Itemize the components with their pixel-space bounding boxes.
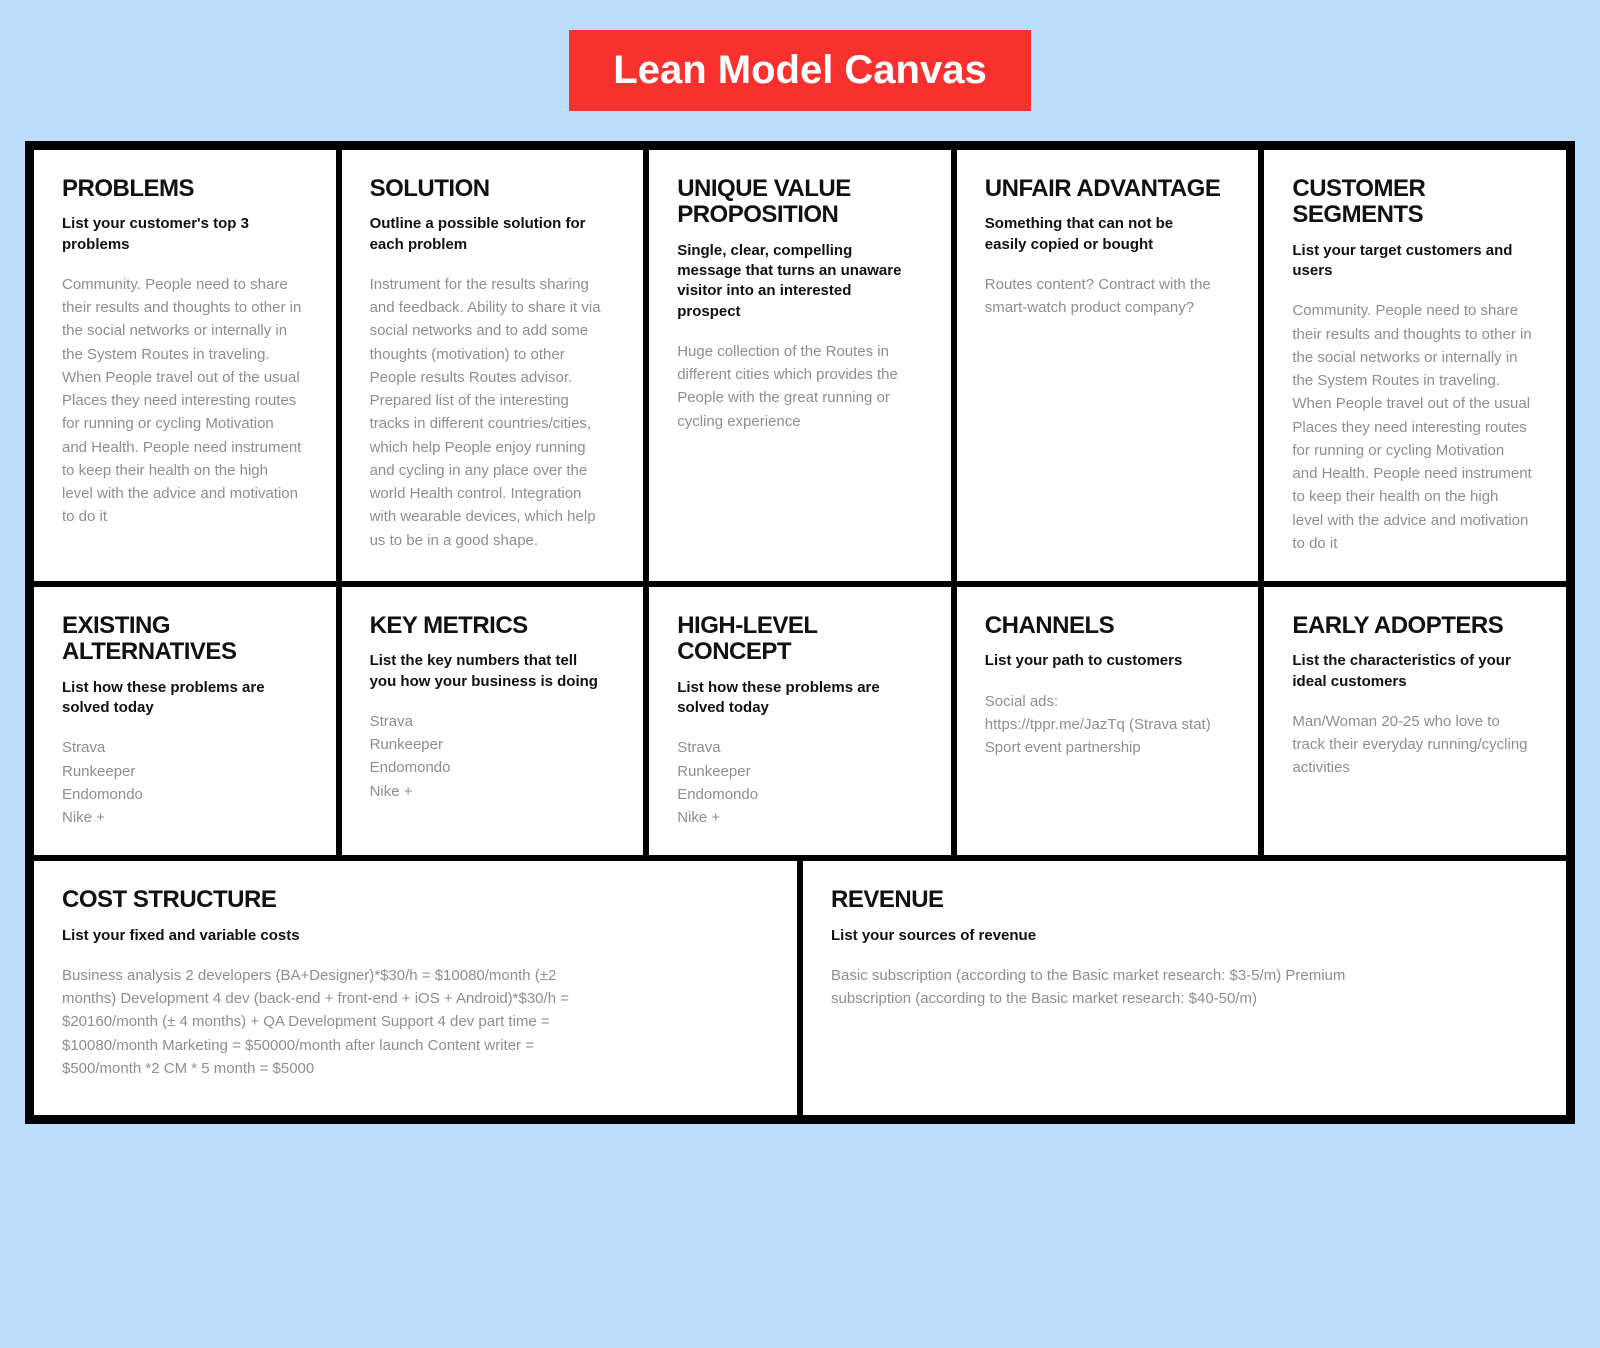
cell-adopters: EARLY ADOPTERS List the characteristics …: [1261, 584, 1569, 858]
body-revenue: Basic subscription (according to the Bas…: [831, 964, 1411, 1011]
cell-cost: COST STRUCTURE List your fixed and varia…: [31, 858, 800, 1118]
met-line-1: Runkeeper: [370, 733, 611, 756]
met-line-0: Strava: [370, 710, 611, 733]
sub-segments: List your target customers and users: [1292, 241, 1525, 282]
row-bottom: COST STRUCTURE List your fixed and varia…: [31, 858, 1569, 1118]
body-metrics: Strava Runkeeper Endomondo Nike +: [370, 710, 611, 803]
canvas-title: Lean Model Canvas: [569, 30, 1030, 111]
cell-solution: SOLUTION Outline a possible solution for…: [339, 147, 647, 584]
alt-line-0: Strava: [62, 736, 303, 759]
sub-cost: List your fixed and variable costs: [62, 926, 734, 946]
cell-uvp: UNIQUE VALUE PROPOSITION Single, clear, …: [646, 147, 954, 584]
title-wrap: Lean Model Canvas: [25, 30, 1575, 111]
lean-canvas: PROBLEMS List your customer's top 3 prob…: [25, 141, 1575, 1124]
row-top: PROBLEMS List your customer's top 3 prob…: [31, 147, 1569, 584]
cha-line-0: Social ads:: [985, 690, 1226, 713]
cha-line-2: Sport event partnership: [985, 736, 1226, 759]
con-line-1: Runkeeper: [677, 760, 918, 783]
alt-line-2: Endomondo: [62, 783, 303, 806]
body-problems: Community. People need to share their re…: [62, 273, 303, 529]
sub-concept: List how these problems are solved today: [677, 678, 910, 719]
body-uvp: Huge collection of the Routes in differe…: [677, 340, 918, 433]
sub-problems: List your customer's top 3 problems: [62, 214, 295, 255]
heading-channels: CHANNELS: [985, 613, 1231, 639]
body-adopters: Man/Woman 20-25 who love to track their …: [1292, 710, 1533, 780]
cell-alternatives: EXISTING ALTERNATIVES List how these pro…: [31, 584, 339, 858]
met-line-2: Endomondo: [370, 756, 611, 779]
cell-channels: CHANNELS List your path to customers Soc…: [954, 584, 1262, 858]
body-concept: Strava Runkeeper Endomondo Nike +: [677, 736, 918, 829]
cell-segments: CUSTOMER SEGMENTS List your target custo…: [1261, 147, 1569, 584]
heading-concept: HIGH-LEVEL CONCEPT: [677, 613, 923, 666]
body-solution: Instrument for the results sharing and f…: [370, 273, 611, 552]
heading-cost: COST STRUCTURE: [62, 887, 769, 913]
heading-metrics: KEY METRICS: [370, 613, 616, 639]
met-line-3: Nike +: [370, 780, 611, 803]
cha-line-1: https://tppr.me/JazTq (Strava stat): [985, 713, 1226, 736]
cell-metrics: KEY METRICS List the key numbers that te…: [339, 584, 647, 858]
heading-alternatives: EXISTING ALTERNATIVES: [62, 613, 308, 666]
sub-revenue: List your sources of revenue: [831, 926, 1503, 946]
body-alternatives: Strava Runkeeper Endomondo Nike +: [62, 736, 303, 829]
con-line-2: Endomondo: [677, 783, 918, 806]
cell-unfair: UNFAIR ADVANTAGE Something that can not …: [954, 147, 1262, 584]
body-segments: Community. People need to share their re…: [1292, 299, 1533, 555]
sub-solution: Outline a possible solution for each pro…: [370, 214, 603, 255]
body-unfair: Routes content? Contract with the smart-…: [985, 273, 1226, 320]
sub-metrics: List the key numbers that tell you how y…: [370, 651, 603, 692]
heading-adopters: EARLY ADOPTERS: [1292, 613, 1538, 639]
con-line-3: Nike +: [677, 806, 918, 829]
cell-concept: HIGH-LEVEL CONCEPT List how these proble…: [646, 584, 954, 858]
sub-alternatives: List how these problems are solved today: [62, 678, 295, 719]
heading-unfair: UNFAIR ADVANTAGE: [985, 176, 1231, 202]
alt-line-1: Runkeeper: [62, 760, 303, 783]
heading-solution: SOLUTION: [370, 176, 616, 202]
sub-adopters: List the characteristics of your ideal c…: [1292, 651, 1525, 692]
heading-uvp: UNIQUE VALUE PROPOSITION: [677, 176, 923, 229]
body-channels: Social ads: https://tppr.me/JazTq (Strav…: [985, 690, 1226, 760]
sub-channels: List your path to customers: [985, 651, 1218, 671]
heading-segments: CUSTOMER SEGMENTS: [1292, 176, 1538, 229]
alt-line-3: Nike +: [62, 806, 303, 829]
sub-uvp: Single, clear, compelling message that t…: [677, 241, 910, 322]
row-mid: EXISTING ALTERNATIVES List how these pro…: [31, 584, 1569, 858]
cell-revenue: REVENUE List your sources of revenue Bas…: [800, 858, 1569, 1118]
heading-problems: PROBLEMS: [62, 176, 308, 202]
cell-problems: PROBLEMS List your customer's top 3 prob…: [31, 147, 339, 584]
heading-revenue: REVENUE: [831, 887, 1538, 913]
body-cost: Business analysis 2 developers (BA+Desig…: [62, 964, 613, 1080]
con-line-0: Strava: [677, 736, 918, 759]
sub-unfair: Something that can not be easily copied …: [985, 214, 1218, 255]
